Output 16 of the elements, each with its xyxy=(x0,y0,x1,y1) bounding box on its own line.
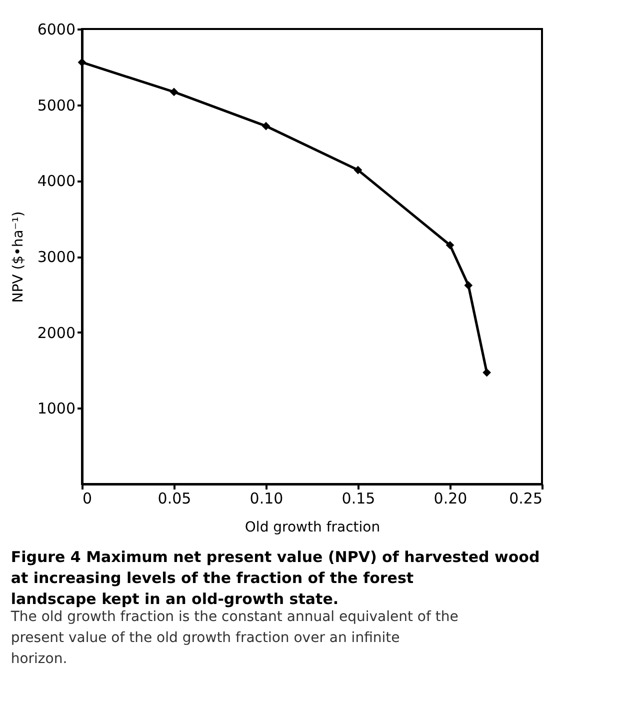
y-tick-label: 4000 xyxy=(37,172,76,190)
x-tick-label: 0.05 xyxy=(158,490,192,508)
x-tick-label: 0.10 xyxy=(250,490,284,508)
x-tick-label: 0.25 xyxy=(509,490,542,508)
y-tick-label: 1000 xyxy=(37,400,76,418)
y-tick-label: 6000 xyxy=(37,20,76,38)
y-tick-label: 5000 xyxy=(37,96,76,114)
x-axis-title: Old growth fraction xyxy=(244,520,380,536)
text: Figure 4 Maximum net present value (NPV) of harvested wood at increasing levels of the fraction of the forest landscape kept in an old-growth state. xyxy=(10,548,540,608)
text: The old growth fraction is the constant annual equivalent of the present value of the old growth fraction over an infinite horizon. xyxy=(10,609,458,667)
y-tick-label: 2000 xyxy=(37,324,76,342)
y-tick-label: 3000 xyxy=(37,248,76,266)
x-tick-label: 0 xyxy=(82,490,92,508)
x-tick-label: 0.20 xyxy=(434,490,468,508)
x-tick-label: 0.15 xyxy=(342,490,376,508)
y-axis-title: NPV ($•ha⁻¹) xyxy=(10,211,26,303)
